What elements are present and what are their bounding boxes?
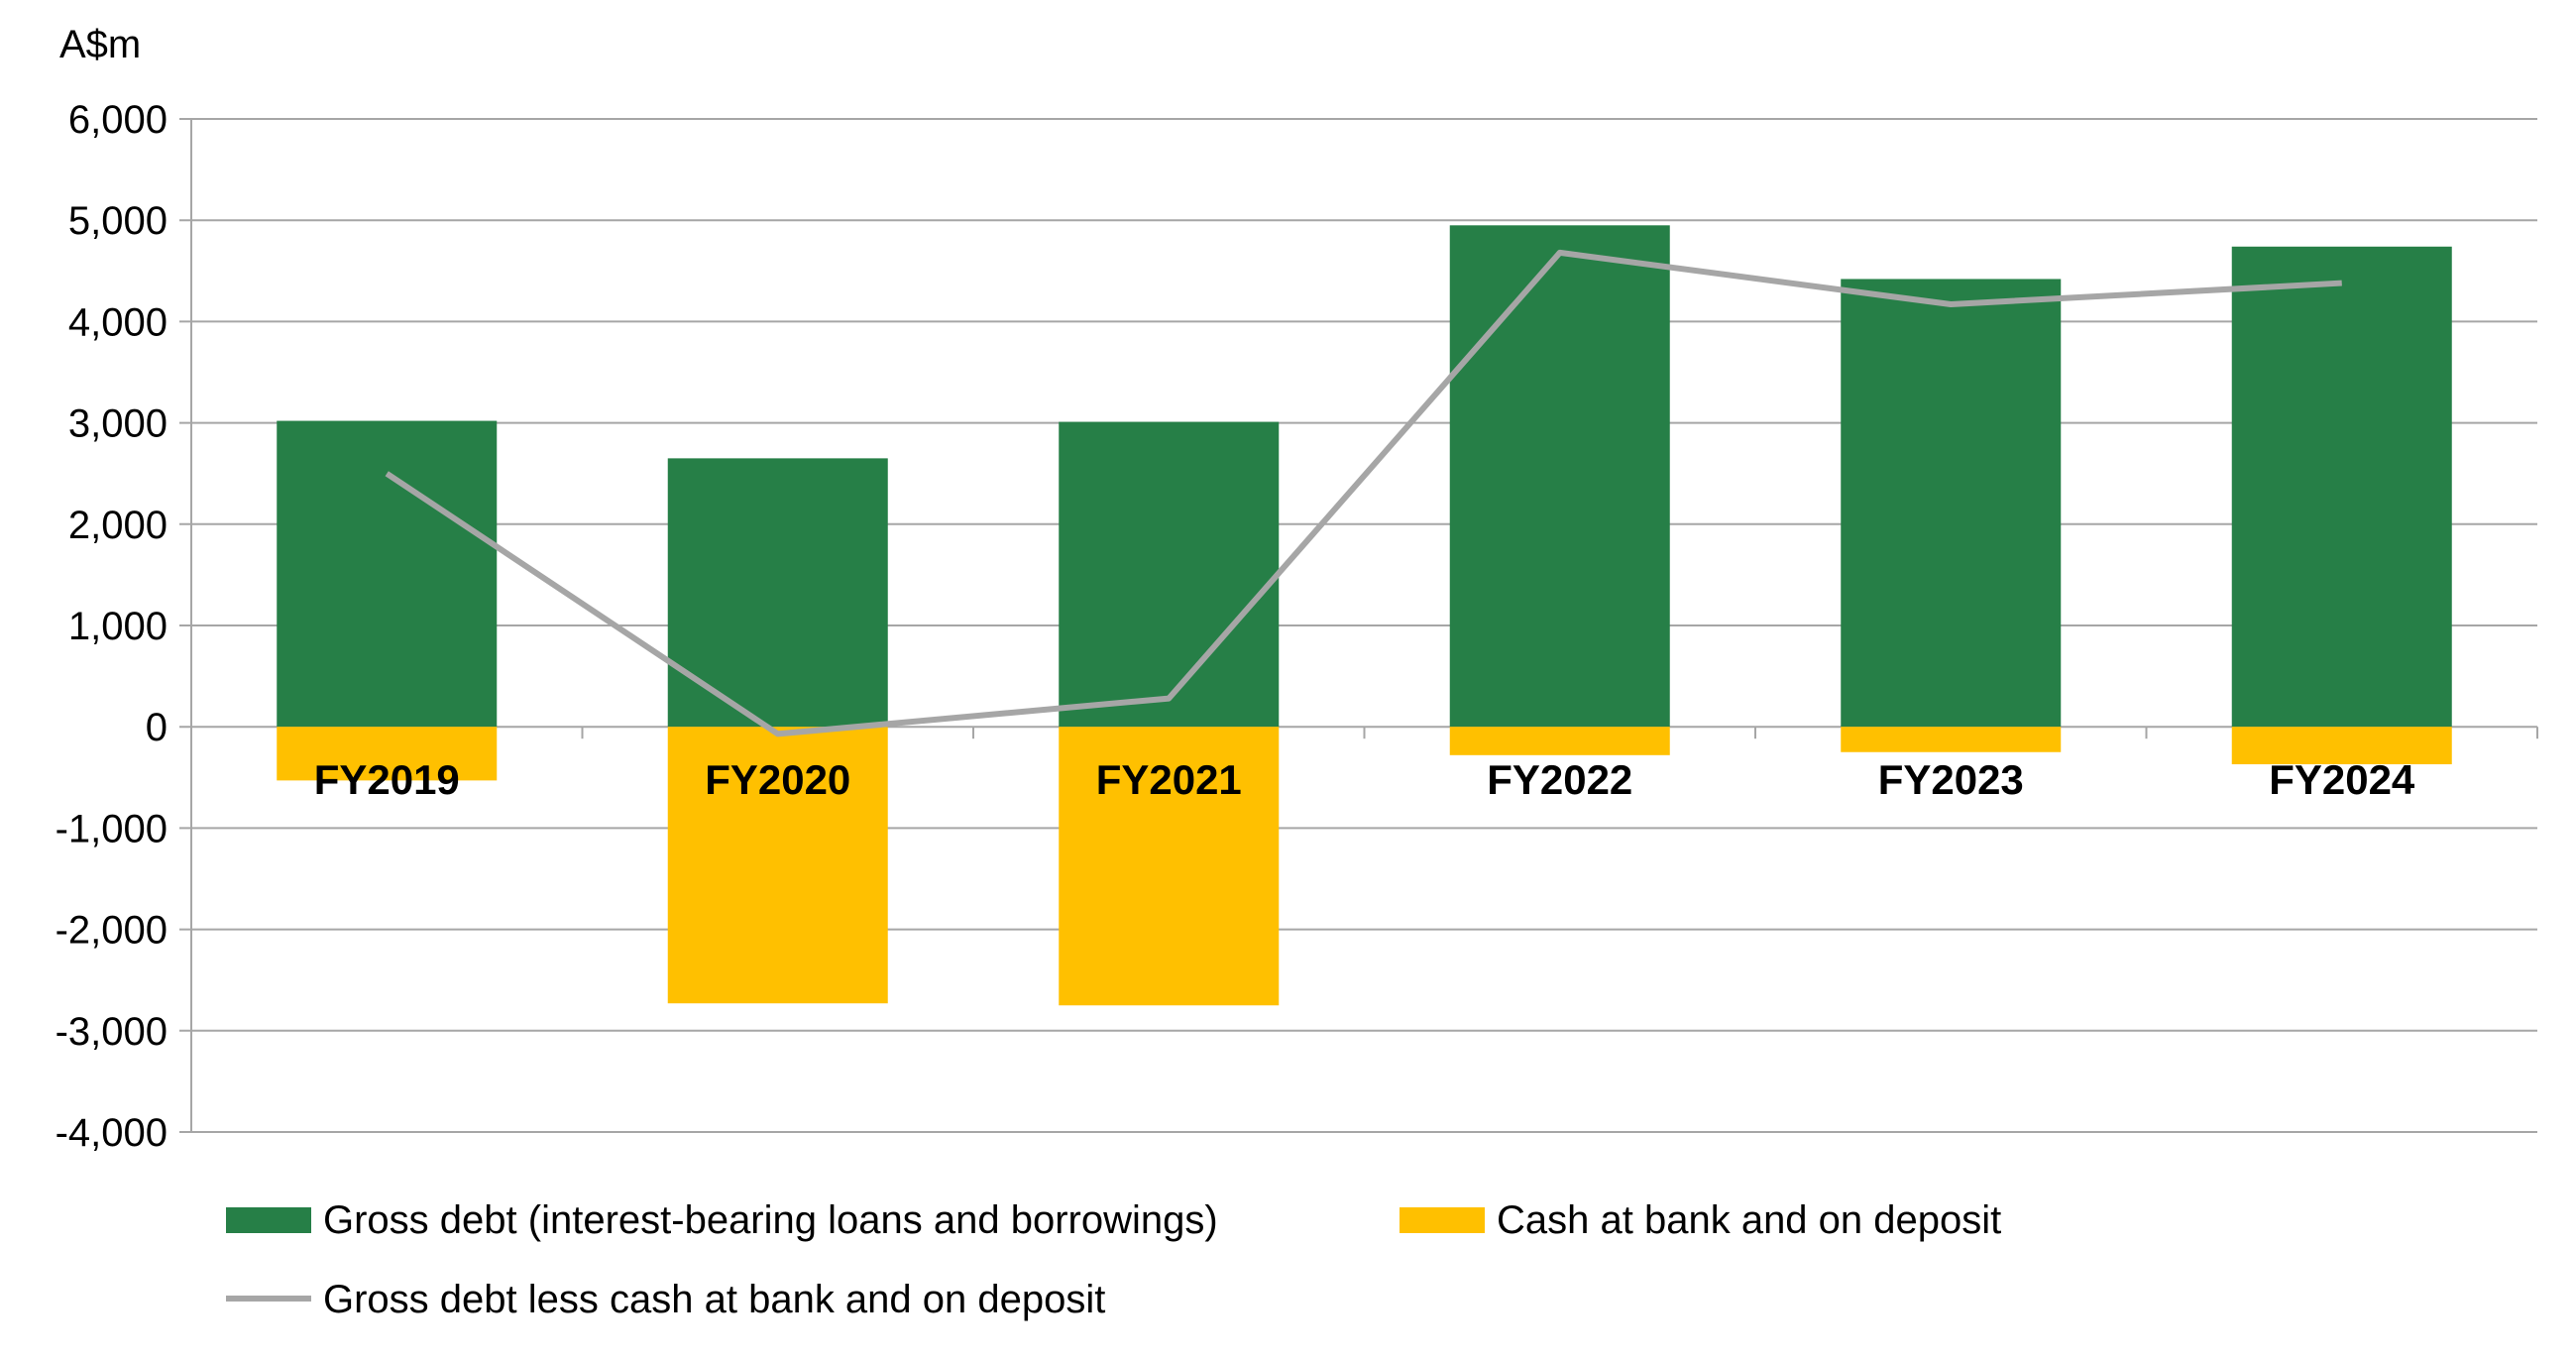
y-tick-label: 0 [146,706,168,749]
gross-debt-bar-fy2021 [1059,421,1280,728]
cash-bar-fy2019 [277,727,498,781]
x-tick-label: FY2021 [1096,756,1242,803]
y-tick-label: 3,000 [68,402,168,446]
cash-bar-fy2022 [1449,727,1670,755]
x-tick-label: FY2022 [1487,756,1632,803]
y-tick-label: 2,000 [68,504,168,547]
cash-bar-fy2024 [2231,727,2452,765]
legend-label-net-debt: Gross debt less cash at bank and on depo… [323,1278,1105,1321]
x-tick-label: FY2024 [2269,756,2415,803]
gross-debt-bar-fy2024 [2231,246,2452,728]
y-tick-label: -1,000 [56,807,168,850]
net-debt-series-line [385,249,2342,737]
bars [277,225,2452,1006]
net-debt-line [385,249,2342,737]
y-tick-label: 5,000 [68,199,168,243]
cash-bar-fy2020 [667,727,888,1004]
y-axis: 6,000 5,000 4,000 3,000 2,000 1,000 0 -1,000 -2,… [56,98,2538,1155]
y-tick-label: 4,000 [68,300,168,344]
legend-label-gross-debt: Gross debt (interest-bearing loans and b… [323,1198,1218,1242]
gross-debt-bar-fy2020 [667,458,888,728]
legend-label-cash: Cash at bank and on deposit [1497,1198,2001,1242]
x-tick-label: FY2019 [314,756,460,803]
legend: Gross debt (interest-bearing loans and b… [226,1198,2001,1321]
y-tick-label: -4,000 [56,1111,168,1155]
y-tick-label: -2,000 [56,909,168,953]
y-unit-label: A$m [59,23,141,66]
legend-swatch-cash [1400,1207,1485,1233]
legend-swatch-gross-debt [226,1207,311,1233]
cash-bar-fy2021 [1059,727,1280,1006]
gross-debt-bar-fy2019 [277,420,498,728]
y-tick-label: -3,000 [56,1010,168,1054]
gridlines [179,118,2537,1133]
y-tick-label: 6,000 [68,98,168,142]
gross-debt-bar-fy2023 [1841,279,2062,728]
x-axis-labels: FY2019 FY2020 FY2021 FY2022 FY2023 FY2024 [314,756,2415,803]
y-tick-label: 1,000 [68,605,168,648]
gross-debt-bar-fy2022 [1449,225,1670,728]
x-tick-label: FY2023 [1878,756,2024,803]
x-tick-label: FY2020 [705,756,850,803]
cash-bar-fy2023 [1841,727,2062,752]
